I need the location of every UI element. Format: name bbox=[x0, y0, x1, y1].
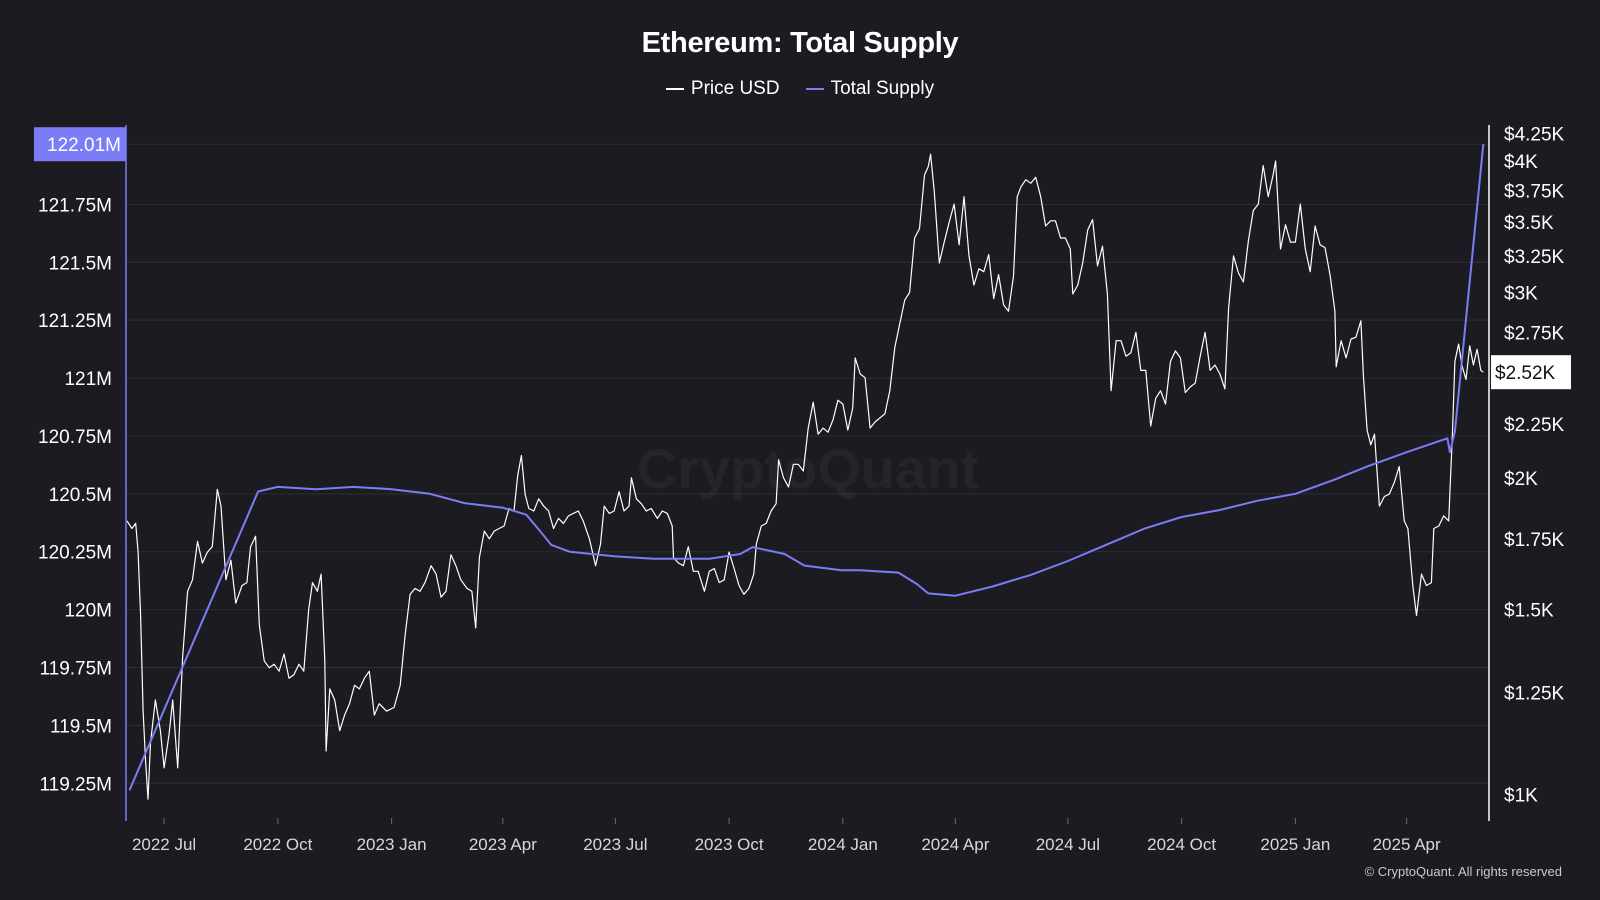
total-supply-line bbox=[128, 144, 1485, 791]
x-tick-label: 2024 Apr bbox=[921, 835, 989, 854]
left-tick-label: 121.5M bbox=[49, 253, 112, 274]
x-tick-label: 2023 Jan bbox=[357, 835, 427, 854]
right-tick-label: $3K bbox=[1504, 284, 1538, 305]
x-tick-label: 2023 Apr bbox=[469, 835, 537, 854]
price-usd-line bbox=[126, 153, 1484, 800]
left-tick-label: 119.75M bbox=[39, 658, 112, 679]
copyright-notice: © CryptoQuant. All rights reserved bbox=[1364, 864, 1562, 879]
left-tick-label: 120M bbox=[64, 601, 112, 622]
chart-legend: Price USD Total Supply bbox=[0, 78, 1600, 100]
right-tick-label: $1K bbox=[1504, 786, 1538, 807]
left-tick-label: 119.25M bbox=[39, 774, 112, 795]
right-tick-label: $3.5K bbox=[1504, 213, 1554, 234]
x-tick-label: 2022 Jul bbox=[132, 835, 196, 854]
left-tick-label: 121.75M bbox=[38, 195, 112, 216]
right-tick-label: $2K bbox=[1504, 469, 1538, 490]
x-tick-label: 2025 Apr bbox=[1373, 835, 1441, 854]
left-tick-label: 120.75M bbox=[38, 427, 112, 448]
right-tick-label: $2.75K bbox=[1504, 323, 1565, 344]
left-tick-label: 119.5M bbox=[50, 716, 112, 737]
left-tick-label: 120.5M bbox=[49, 485, 112, 506]
legend-label-supply: Total Supply bbox=[830, 78, 935, 99]
left-tick-label: 120.25M bbox=[38, 543, 112, 564]
watermark: CryptoQuant bbox=[637, 437, 979, 500]
right-tick-label: $4.25K bbox=[1504, 124, 1565, 145]
right-tick-label: $1.25K bbox=[1504, 684, 1565, 705]
x-tick-label: 2024 Jan bbox=[808, 835, 878, 854]
chart-title: Ethereum: Total Supply bbox=[641, 27, 959, 59]
right-tick-label: $3.25K bbox=[1504, 247, 1565, 268]
right-current-value-tag bbox=[1491, 355, 1571, 390]
legend-label-price: Price USD bbox=[690, 78, 780, 99]
legend-item-supply[interactable]: Total Supply bbox=[805, 78, 935, 100]
right-tick-label: $1.5K bbox=[1504, 600, 1554, 621]
right-current-value-label: $2.52K bbox=[1495, 363, 1556, 384]
legend-swatch-supply bbox=[805, 88, 824, 90]
right-tick-label: $4K bbox=[1504, 152, 1538, 173]
right-tick-label: $3.75K bbox=[1504, 182, 1565, 203]
x-tick-label: 2023 Jul bbox=[583, 835, 647, 854]
x-tick-label: 2025 Jan bbox=[1260, 835, 1330, 854]
left-current-value-label: 122.01M bbox=[47, 135, 121, 156]
x-tick-label: 2024 Jul bbox=[1036, 835, 1100, 854]
right-tick-label: $2.25K bbox=[1504, 415, 1565, 436]
left-current-value-tag bbox=[34, 127, 126, 162]
legend-swatch-price bbox=[665, 88, 684, 90]
x-tick-label: 2022 Oct bbox=[243, 835, 312, 854]
x-tick-label: 2023 Oct bbox=[695, 835, 764, 854]
x-tick-label: 2024 Oct bbox=[1147, 835, 1216, 854]
right-tick-label: $1.75K bbox=[1504, 530, 1565, 551]
left-tick-label: 121M bbox=[64, 369, 112, 390]
left-tick-label: 121.25M bbox=[38, 311, 112, 332]
legend-item-price[interactable]: Price USD bbox=[665, 78, 780, 100]
